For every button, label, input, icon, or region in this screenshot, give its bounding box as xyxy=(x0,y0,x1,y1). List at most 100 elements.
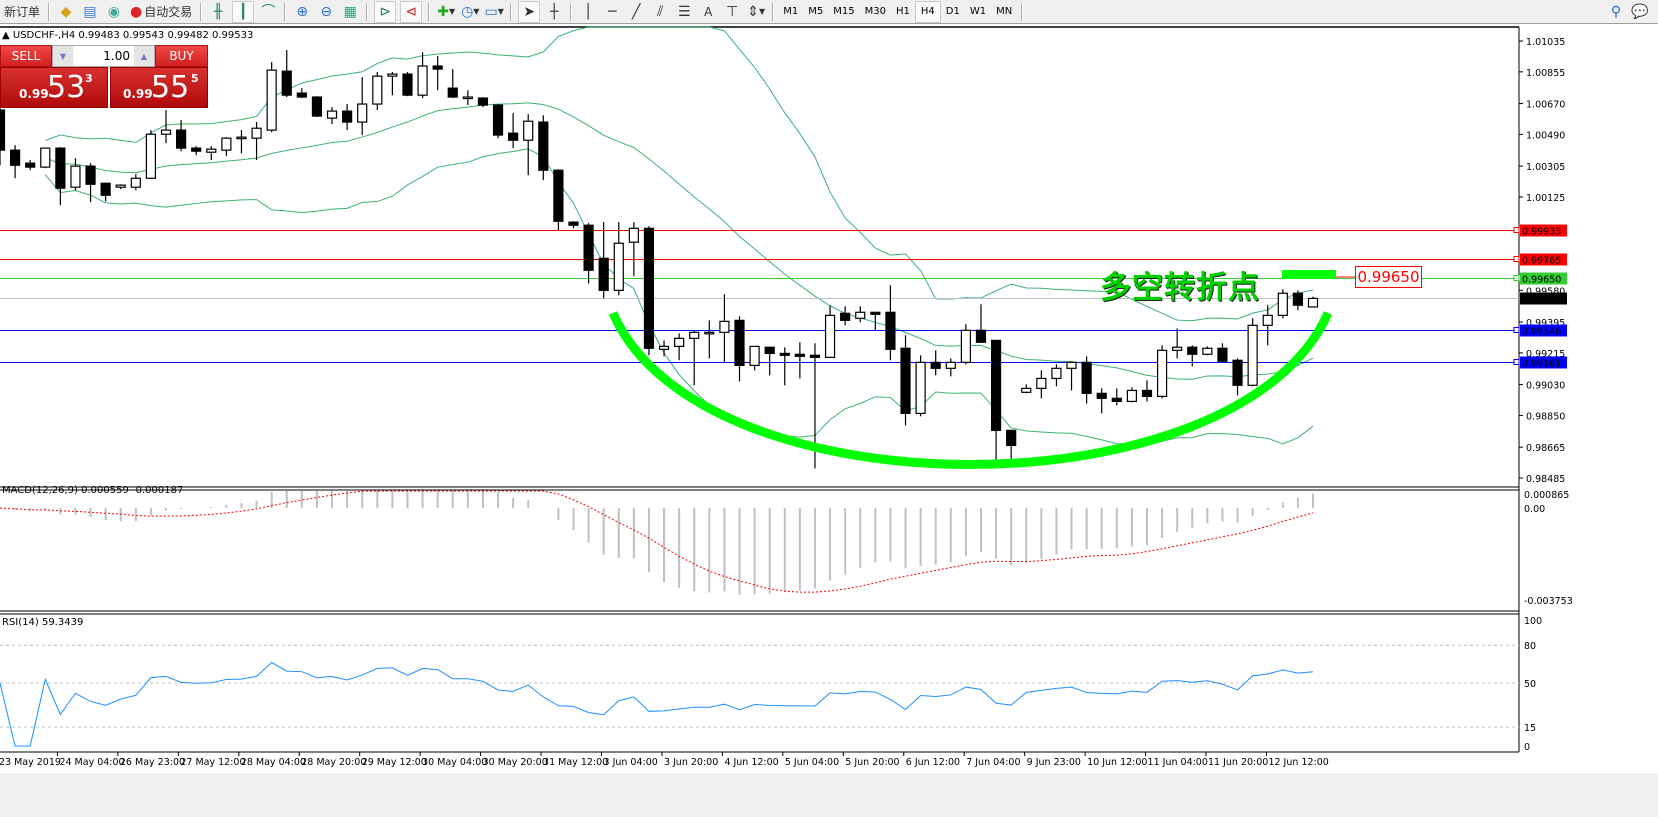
candle-body xyxy=(749,345,760,367)
time-tick-label: 23 May 2019 xyxy=(0,757,61,768)
candle-body xyxy=(372,75,383,105)
candle xyxy=(915,355,926,417)
candle-body xyxy=(342,110,353,123)
time-tick-label: 24 May 04:00 xyxy=(59,757,124,768)
bar-chart-icon[interactable]: ╫ xyxy=(214,3,223,20)
timeframe-h4[interactable]: H4 xyxy=(914,0,941,23)
auto-scroll-icon[interactable]: ⊳ xyxy=(374,0,397,23)
periods-dropdown[interactable]: ◷ ▼ xyxy=(461,3,480,20)
time-tick-label: 31 May 12:00 xyxy=(543,757,608,768)
candle-body xyxy=(206,148,217,153)
search-icon[interactable]: ⚲ xyxy=(1610,3,1622,20)
candle xyxy=(1232,358,1243,396)
timeframe-m5[interactable]: M5 xyxy=(808,6,824,17)
candle xyxy=(70,158,81,191)
auto-trading-button[interactable]: ● 自动交易 xyxy=(128,2,194,22)
price-line-label: 0.99650 xyxy=(1522,275,1561,286)
sell-button[interactable]: SELL xyxy=(0,45,52,67)
candle xyxy=(40,147,51,169)
line-chart-icon[interactable]: ⌒ xyxy=(261,3,276,20)
candle xyxy=(251,122,262,161)
timeframe-h1[interactable]: H1 xyxy=(895,6,910,17)
buy-price[interactable]: 0.99 55 5 xyxy=(110,67,208,108)
candle xyxy=(840,306,851,326)
new-order-button[interactable]: 新订单 xyxy=(4,5,41,19)
candle xyxy=(930,350,941,376)
sell-price[interactable]: 0.99 53 3 xyxy=(0,67,108,108)
trendline-icon[interactable]: ╱ xyxy=(632,3,641,20)
lot-size-input[interactable]: 1.00 xyxy=(103,49,130,63)
candle xyxy=(432,56,443,91)
candle-body xyxy=(658,345,670,350)
macd-signal-line xyxy=(0,490,1314,593)
price-tick-label: 1.00670 xyxy=(1526,100,1565,111)
templates-dropdown[interactable]: ▭ ▼ xyxy=(484,3,504,20)
candle xyxy=(266,62,277,133)
horizontal-line-icon[interactable]: ─ xyxy=(608,3,617,20)
candle-body xyxy=(281,70,292,96)
candle xyxy=(598,222,609,299)
sell-price-fraction: 3 xyxy=(85,72,93,85)
text-tool-icon[interactable]: A xyxy=(704,4,713,19)
candle xyxy=(553,169,564,231)
fibonacci-icon[interactable]: ☰ xyxy=(677,3,691,20)
reversal-point-annotation[interactable]: 多空转折点 xyxy=(1100,270,1260,306)
candle-body xyxy=(115,184,126,188)
text-label-icon[interactable]: ⊤ xyxy=(726,3,739,20)
price-line-label-bg xyxy=(1520,224,1567,237)
timeframe-w1[interactable]: W1 xyxy=(969,6,987,17)
price-tick-label: 1.00305 xyxy=(1526,162,1565,173)
timeframe-m1[interactable]: M1 xyxy=(783,6,799,17)
candle xyxy=(447,69,458,99)
timeframe-m30[interactable]: M30 xyxy=(864,6,886,17)
candle-body xyxy=(1006,429,1017,447)
candle-body xyxy=(643,227,655,349)
timeframe-d1[interactable]: D1 xyxy=(945,6,960,17)
candle xyxy=(1187,345,1198,367)
crosshair-icon[interactable]: ┼ xyxy=(550,3,559,20)
candle xyxy=(824,305,836,358)
timeframe-mn[interactable]: MN xyxy=(996,6,1013,17)
vertical-line-icon[interactable]: │ xyxy=(584,3,593,20)
price-line-handle xyxy=(1513,359,1520,365)
market-watch-icon[interactable]: ◆ xyxy=(60,3,72,20)
candle-body xyxy=(523,120,534,141)
candle-body xyxy=(1111,397,1122,402)
candle xyxy=(160,110,172,144)
lot-size-stepper[interactable]: ▼ 1.00 ▲ xyxy=(52,45,155,67)
chart-header: ▲ USDCHF-,H4 0.99483 0.99543 0.99482 0.9… xyxy=(2,30,253,41)
zoom-in-icon[interactable]: ⊕ xyxy=(296,3,309,20)
data-window-icon[interactable]: ▤ xyxy=(83,3,97,20)
indicators-dropdown[interactable]: ✚ ▼ xyxy=(437,3,456,20)
candle xyxy=(1247,318,1258,387)
toolbar-separator xyxy=(200,2,203,21)
equidistant-channel-icon[interactable]: ⫽ xyxy=(657,3,664,20)
candle-body xyxy=(266,69,277,131)
candlestick-icon[interactable]: ┃ xyxy=(232,0,255,23)
decrease-lot-icon[interactable]: ▼ xyxy=(53,46,73,66)
cursor-icon[interactable]: ➤ xyxy=(518,0,541,23)
navigator-icon[interactable]: ◉ xyxy=(107,3,121,20)
arrows-dropdown[interactable]: ⇕ ▼ xyxy=(747,3,766,20)
candle xyxy=(1156,345,1168,399)
candle-body xyxy=(628,227,639,243)
chat-icon[interactable]: 💬 xyxy=(1631,3,1649,20)
reversal-price-label[interactable]: 0.99650 xyxy=(1355,266,1422,288)
macd-tick-label: 0.00 xyxy=(1524,504,1545,515)
candle-body xyxy=(221,137,232,151)
candle xyxy=(1277,289,1288,319)
price-line-label: 0.99933 xyxy=(1522,227,1561,238)
candle xyxy=(1202,346,1213,356)
increase-lot-icon[interactable]: ▲ xyxy=(134,46,154,66)
tile-windows-icon[interactable]: ▦ xyxy=(343,3,357,20)
buy-button[interactable]: BUY xyxy=(155,45,208,67)
collapse-triangle-icon[interactable]: ▲ xyxy=(2,30,10,41)
price-line-label: 0.99161 xyxy=(1522,359,1561,370)
price-tick-label: 0.99580 xyxy=(1526,286,1565,297)
time-tick-label: 5 Jun 20:00 xyxy=(845,757,899,768)
timeframe-m15[interactable]: M15 xyxy=(833,6,855,17)
candle-body xyxy=(870,311,881,315)
chart-shift-icon[interactable]: ⊲ xyxy=(400,0,423,23)
zoom-out-icon[interactable]: ⊖ xyxy=(320,3,333,20)
